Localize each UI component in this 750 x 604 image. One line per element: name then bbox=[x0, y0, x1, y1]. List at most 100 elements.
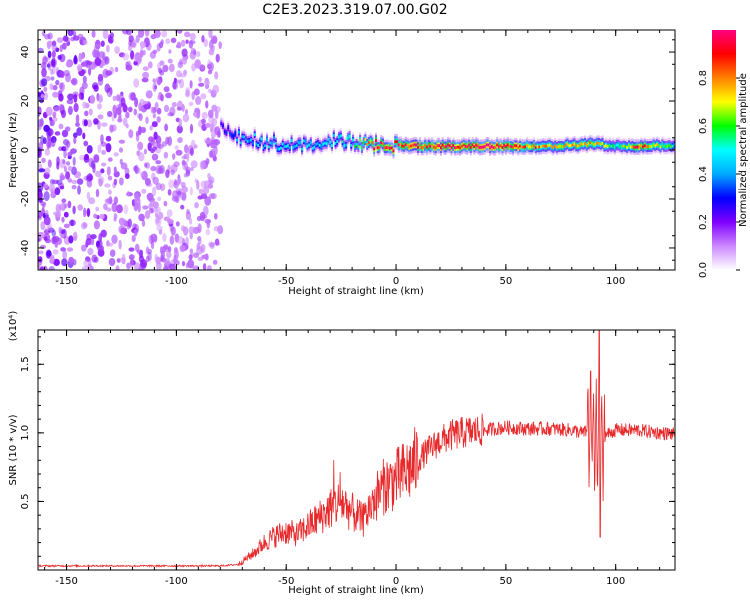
colorbar-tick-label: 0.2 bbox=[698, 214, 709, 230]
spectrogram-cell bbox=[47, 50, 52, 59]
spectrogram-cell bbox=[191, 91, 195, 101]
spectrogram-cell bbox=[153, 131, 158, 140]
spectrogram-cell bbox=[156, 206, 161, 214]
spectrogram-cell bbox=[431, 143, 434, 147]
spectrogram-cell bbox=[267, 145, 270, 149]
spectrogram-cell bbox=[204, 196, 212, 206]
spectrogram-cell bbox=[526, 143, 529, 147]
spectrogram-cell bbox=[79, 39, 83, 45]
spectrogram-cell bbox=[512, 145, 514, 149]
spectrogram-cell bbox=[114, 66, 119, 73]
spectrogram-cell bbox=[140, 171, 144, 177]
spectrogram-cell bbox=[157, 196, 162, 201]
spectrogram-cell bbox=[99, 213, 105, 220]
spectrogram-cell bbox=[454, 146, 456, 150]
spectrogram-cell bbox=[343, 144, 346, 148]
spectrogram-cell bbox=[40, 221, 46, 231]
spectrogram-cell bbox=[167, 58, 173, 64]
spectrogram-cell bbox=[198, 82, 205, 87]
spectrogram-cell bbox=[143, 103, 151, 110]
spectrogram-cell bbox=[168, 63, 175, 72]
spectrogram-cell bbox=[331, 144, 333, 147]
spectrogram-cell bbox=[193, 88, 200, 96]
spectrogram-cell bbox=[571, 143, 574, 147]
spectrogram-cell bbox=[118, 217, 125, 226]
spectrogram-cell bbox=[506, 143, 509, 147]
spectrogram-cell bbox=[40, 265, 44, 270]
spectrogram-cell bbox=[174, 145, 179, 150]
spectrogram-cell bbox=[100, 40, 105, 47]
spectrogram-cell bbox=[179, 73, 187, 78]
spectrogram-cell bbox=[138, 213, 145, 222]
spectrogram-cell bbox=[603, 144, 606, 148]
spectrogram-cell bbox=[78, 92, 84, 100]
spectrogram-cell bbox=[440, 146, 442, 150]
spectrogram-cell bbox=[483, 145, 486, 149]
snr-background bbox=[38, 330, 675, 570]
spectrogram-cell bbox=[81, 244, 87, 252]
spectrogram-cell bbox=[198, 76, 202, 83]
spectrogram-cell bbox=[38, 231, 45, 239]
spectrogram-cell bbox=[163, 104, 170, 113]
spectrogram-cell bbox=[113, 178, 118, 186]
snr-x-tick-label: -50 bbox=[278, 576, 294, 587]
spectrogram-cell bbox=[133, 53, 141, 63]
spectrogram-cell bbox=[196, 180, 200, 190]
spectrogram-cell bbox=[47, 60, 52, 71]
spectrogram-cell bbox=[522, 145, 525, 149]
spectrogram-cell bbox=[100, 229, 107, 238]
spectrogram-cell bbox=[63, 69, 70, 77]
spectrogram-cell bbox=[248, 139, 251, 143]
spectrogram-cell bbox=[63, 165, 68, 173]
spectrogram-cell bbox=[157, 78, 162, 86]
spectrogram-cell bbox=[181, 48, 188, 57]
spectrogram-cell bbox=[119, 257, 127, 263]
spectrogram-cell bbox=[83, 119, 88, 127]
spectrogram-cell bbox=[106, 207, 112, 212]
spectrogram-cell bbox=[209, 39, 214, 50]
spectrogram-cell bbox=[199, 211, 206, 222]
spectrogram-cell bbox=[107, 175, 113, 181]
spectrogram-cell bbox=[75, 114, 80, 124]
spectrogram-cell bbox=[187, 259, 195, 269]
spectrogram-cell bbox=[82, 39, 88, 45]
spectrogram-cell bbox=[211, 133, 216, 138]
spectrogram-cell bbox=[113, 196, 119, 205]
spectrogram-cell bbox=[640, 144, 643, 147]
spectrogram-cell bbox=[170, 37, 177, 43]
spectrogram-cell bbox=[66, 247, 74, 252]
spectrogram-cell bbox=[193, 252, 199, 258]
spectrogram-cell bbox=[93, 118, 99, 125]
spectrogram-cell bbox=[52, 111, 57, 119]
spectrogram-cell bbox=[196, 242, 201, 250]
spectrogram-cell bbox=[212, 37, 217, 45]
spectrogram-cell bbox=[108, 189, 112, 195]
spectrogram-cell bbox=[127, 218, 132, 228]
spectrogram-x-tick-label: -100 bbox=[165, 276, 188, 287]
spectrogram-cell bbox=[668, 143, 671, 147]
spectrogram-cell bbox=[510, 145, 513, 148]
spectrogram-cell bbox=[100, 134, 104, 144]
colorbar-tick-label: 0.4 bbox=[698, 166, 709, 182]
spectrogram-cell bbox=[494, 146, 497, 149]
spectrogram-cell bbox=[154, 254, 158, 262]
snr-line bbox=[38, 330, 675, 569]
spectrogram-cell bbox=[83, 140, 89, 147]
spectrogram-cell bbox=[598, 141, 601, 145]
spectrogram-cell bbox=[181, 261, 186, 267]
spectrogram-cell bbox=[404, 143, 407, 146]
spectrogram-cell bbox=[214, 238, 220, 246]
spectrogram-cell bbox=[106, 166, 111, 176]
spectrogram-cell bbox=[107, 157, 113, 162]
spectrogram-cell bbox=[200, 243, 206, 253]
spectrogram-cell bbox=[148, 208, 154, 214]
spectrogram-cell bbox=[166, 209, 173, 218]
spectrogram-cell bbox=[163, 86, 170, 93]
spectrogram-cell bbox=[552, 146, 555, 149]
spectrogram-cell bbox=[185, 166, 191, 175]
spectrogram-cell bbox=[152, 82, 157, 92]
spectrogram-cell bbox=[401, 144, 404, 148]
spectrogram-cell bbox=[120, 162, 128, 170]
spectrogram-cell bbox=[138, 125, 142, 136]
spectrogram-cell bbox=[505, 145, 507, 149]
